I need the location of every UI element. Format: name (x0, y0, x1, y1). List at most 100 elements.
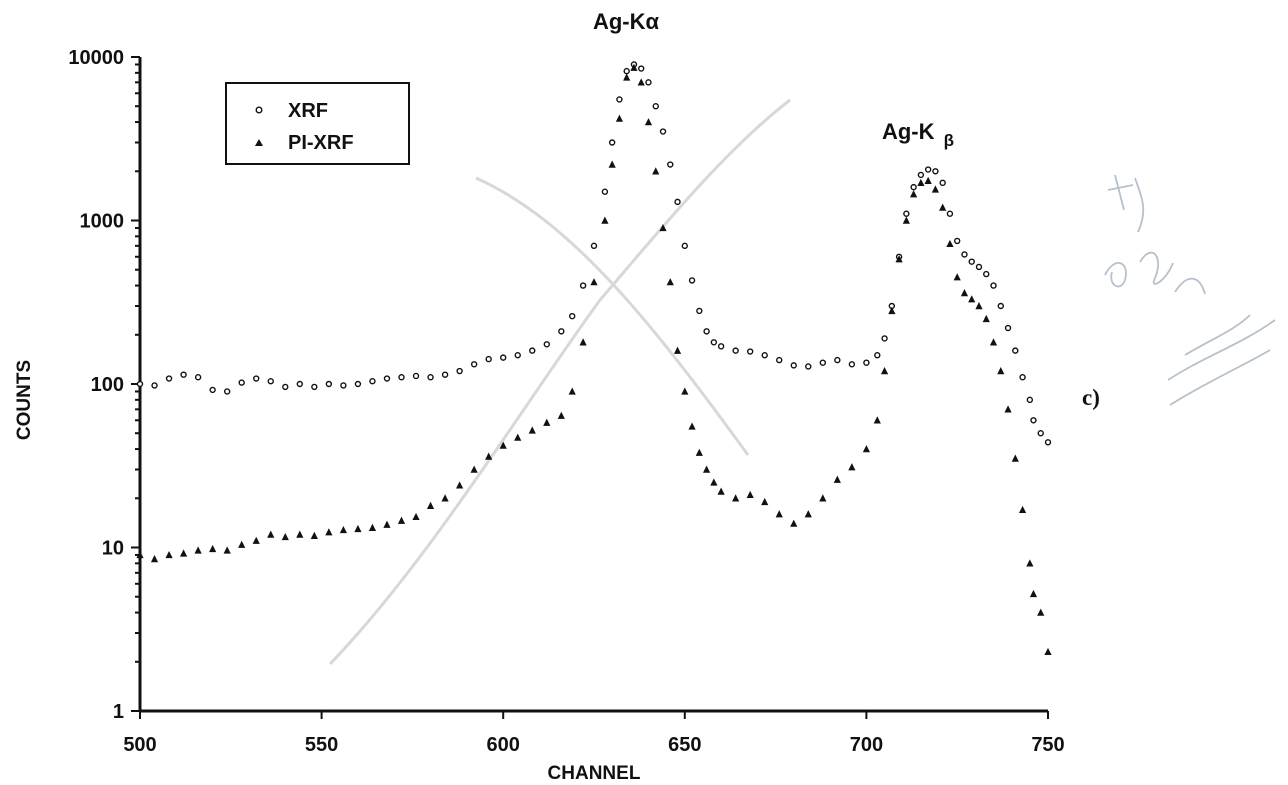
legend-box (225, 82, 410, 165)
xrf-data-point (529, 347, 536, 354)
pi-xrf-data-point (710, 478, 718, 486)
xrf-data-point (398, 374, 405, 381)
pi-xrf-data-point (917, 178, 925, 187)
x-tick-label: 750 (1031, 734, 1064, 756)
x-tick-label: 700 (850, 734, 883, 756)
pi-xrf-data-point (637, 78, 645, 86)
xrf-data-point (616, 96, 623, 103)
xrf-data-point (1019, 374, 1026, 381)
pi-xrf-data-point (1011, 454, 1019, 462)
pi-xrf-data-point (982, 314, 990, 323)
xrf-data-point (590, 242, 598, 250)
pi-xrf-data-point (579, 338, 587, 346)
xrf-data-point (514, 352, 521, 359)
pi-xrf-data-point (568, 387, 576, 395)
pi-xrf-data-point (902, 216, 910, 224)
xrf-data-point (608, 139, 616, 146)
xrf-data-point (924, 166, 932, 173)
pi-xrf-data-point (997, 367, 1005, 375)
xrf-data-point (165, 375, 173, 382)
pi-xrf-data-point (528, 426, 536, 434)
pi-xrf-data-point (623, 73, 631, 81)
pi-xrf-data-point (848, 463, 856, 471)
xrf-data-point (558, 328, 565, 335)
xrf-data-point (1004, 324, 1012, 332)
pi-xrf-data-point (652, 167, 660, 175)
xrf-data-point (441, 371, 449, 378)
pi-xrf-data-point (325, 528, 333, 536)
pi-xrf-data-point (931, 185, 940, 193)
xrf-data-point (311, 383, 318, 391)
xrf-data-point (354, 380, 362, 388)
pi-xrf-data-point (590, 278, 598, 286)
x-tick-label: 650 (668, 734, 701, 756)
xrf-data-point (543, 341, 550, 348)
xrf-data-point (688, 277, 696, 284)
pi-xrf-data-point (924, 176, 932, 184)
pi-xrf-series (136, 63, 1052, 656)
pi-xrf-data-point (910, 190, 918, 198)
pi-xrf-data-point (150, 555, 159, 563)
pi-xrf-data-point (310, 531, 318, 539)
xrf-data-point (500, 354, 507, 361)
pi-xrf-data-point (804, 510, 812, 518)
pi-xrf-data-point (644, 118, 653, 126)
pi-xrf-data-point (514, 433, 522, 441)
pi-xrf-data-point (946, 239, 954, 248)
pi-xrf-data-point (673, 346, 682, 354)
pi-xrf-data-point (717, 487, 725, 495)
pi-xrf-data-point (732, 494, 740, 502)
xrf-data-point (652, 103, 659, 110)
pi-xrf-data-point (209, 544, 217, 553)
xrf-data-point (282, 383, 289, 391)
y-tick-label: 10 (102, 538, 124, 560)
xrf-data-point (903, 210, 910, 217)
xrf-data-point (819, 359, 827, 366)
xrf-data-point (623, 67, 630, 75)
xrf-data-point (863, 359, 870, 366)
xrf-data-point (180, 371, 187, 378)
xrf-data-point (881, 335, 888, 342)
xrf-data-point (681, 242, 688, 250)
ag-k-alpha-label: Ag-Kα (593, 9, 660, 34)
y-tick-label: 1 (113, 701, 124, 723)
pi-xrf-data-point (960, 289, 969, 297)
pi-xrf-legend-label: PI-XRF (288, 132, 354, 154)
xrf-data-point (790, 362, 797, 369)
xrf-data-point (369, 378, 376, 385)
pi-xrf-data-point (630, 63, 638, 71)
xrf-data-point (961, 251, 968, 258)
legend: XRF PI-XRF (225, 82, 410, 165)
pi-xrf-data-point (975, 301, 983, 310)
xrf-data-point (601, 188, 609, 195)
panel-label: c) (1082, 385, 1100, 410)
xrf-data-point (1044, 439, 1052, 446)
y-tick-label: 1000 (80, 211, 125, 233)
xrf-data-point (674, 198, 681, 206)
xrf-data-point (983, 270, 990, 278)
xrf-data-point (238, 379, 245, 386)
pi-xrf-data-point (790, 519, 798, 527)
pi-xrf-data-point (1029, 589, 1038, 598)
handwritten-annotation (1104, 174, 1276, 406)
ag-k-beta-main: Ag-K (882, 119, 935, 144)
xrf-data-point (223, 388, 231, 395)
xrf-data-point (1012, 347, 1019, 354)
xrf-data-point (717, 343, 725, 350)
pi-xrf-data-point (695, 448, 703, 456)
xrf-data-point (910, 183, 917, 191)
pi-xrf-data-point (761, 497, 769, 506)
pi-xrf-data-point (368, 523, 377, 531)
pi-xrf-data-point (223, 546, 231, 554)
xrf-data-point (703, 328, 710, 335)
xrf-data-point (732, 347, 739, 354)
xrf-data-point (834, 356, 841, 364)
pi-xrf-data-point (833, 475, 841, 483)
pi-xrf-data-point (895, 255, 903, 263)
y-axis-title: COUNTS (14, 360, 35, 440)
pi-xrf-data-point (238, 540, 246, 548)
pi-xrf-data-point (953, 273, 961, 281)
pi-xrf-data-point (165, 550, 173, 559)
xrf-legend-label: XRF (288, 100, 328, 122)
